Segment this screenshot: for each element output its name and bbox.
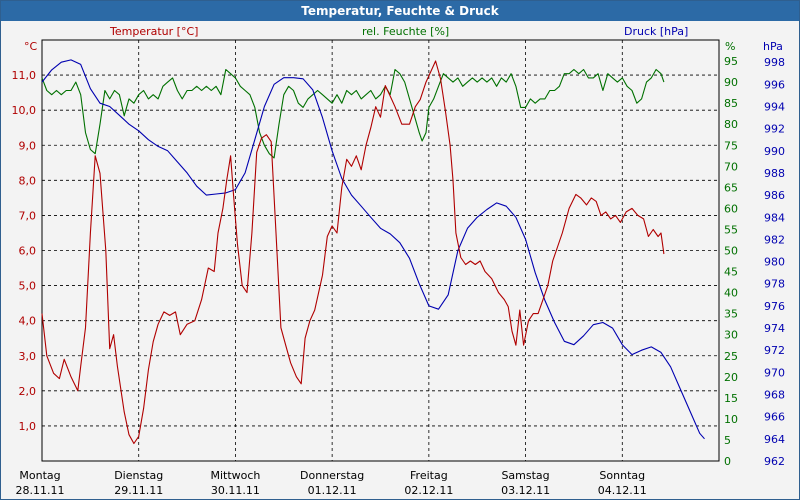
pressure-axis-title: Druck [hPa]	[624, 25, 688, 38]
humidity-tick-label: 0	[724, 455, 731, 468]
pressure-tick-label: 988	[764, 167, 785, 180]
temperature-tick-label: 9,0	[19, 139, 37, 152]
pressure-tick-label: 998	[764, 56, 785, 69]
humidity-tick-label: 10	[724, 413, 738, 426]
pressure-tick-label: 994	[764, 100, 785, 113]
x-tick-day: Sonntag	[599, 469, 645, 482]
pressure-unit-label: hPa	[763, 40, 783, 53]
pressure-tick-label: 968	[764, 389, 785, 402]
chart-title: Temperatur, Feuchte & Druck	[1, 1, 799, 21]
grid	[42, 40, 719, 461]
x-tick-day: Donnerstag	[300, 469, 364, 482]
pressure-tick-label: 996	[764, 78, 785, 91]
axis-ticks: 1,0 2,0 3,0 4,0 5,0 6,0 7,0 8,0 9,0 10,0 11,0 0 5 10 1…	[12, 55, 786, 497]
pressure-tick-label: 986	[764, 189, 785, 202]
x-tick-day: Montag	[19, 469, 60, 482]
humidity-tick-label: 40	[724, 287, 738, 300]
temperature-tick-label: 8,0	[19, 174, 37, 187]
humidity-tick-label: 5	[724, 434, 731, 447]
temperature-tick-label: 3,0	[19, 350, 37, 363]
humidity-tick-label: 65	[724, 181, 738, 194]
pressure-tick-label: 978	[764, 278, 785, 291]
humidity-tick-label: 55	[724, 223, 738, 236]
pressure-tick-label: 964	[764, 433, 785, 446]
pressure-tick-label: 984	[764, 211, 785, 224]
humidity-tick-label: 60	[724, 202, 738, 215]
series-line-temperature	[41, 60, 665, 445]
x-tick-date: 02.12.11	[404, 484, 453, 497]
humidity-tick-label: 75	[724, 139, 738, 152]
x-tick-date: 29.11.11	[114, 484, 163, 497]
temperature-tick-label: 6,0	[19, 245, 37, 258]
humidity-tick-label: 15	[724, 392, 738, 405]
pressure-tick-label: 990	[764, 145, 785, 158]
x-tick-day: Dienstag	[114, 469, 163, 482]
pressure-tick-label: 976	[764, 300, 785, 313]
temperature-tick-label: 5,0	[19, 280, 37, 293]
series-line-pressure	[41, 59, 705, 440]
x-tick-day: Samstag	[501, 469, 549, 482]
temperature-tick-label: 7,0	[19, 209, 37, 222]
humidity-tick-label: 85	[724, 97, 738, 110]
pressure-tick-label: 974	[764, 322, 785, 335]
pressure-tick-label: 992	[764, 123, 785, 136]
pressure-tick-label: 982	[764, 233, 785, 246]
humidity-unit-label: %	[725, 40, 735, 53]
humidity-tick-label: 95	[724, 55, 738, 68]
humidity-tick-label: 50	[724, 245, 738, 258]
x-tick-date: 01.12.11	[308, 484, 357, 497]
temperature-tick-label: 1,0	[19, 420, 37, 433]
humidity-axis-title: rel. Feuchte [%]	[362, 25, 449, 38]
humidity-tick-label: 30	[724, 329, 738, 342]
data-lines	[41, 59, 705, 445]
humidity-tick-label: 80	[724, 118, 738, 131]
x-tick-date: 30.11.11	[211, 484, 260, 497]
x-tick-day: Mittwoch	[210, 469, 260, 482]
humidity-tick-label: 90	[724, 76, 738, 89]
temperature-tick-label: 4,0	[19, 315, 37, 328]
temperature-unit-label: °C	[24, 40, 38, 53]
humidity-tick-label: 35	[724, 308, 738, 321]
x-tick-day: Freitag	[410, 469, 448, 482]
temperature-tick-label: 2,0	[19, 385, 37, 398]
x-tick-date: 28.11.11	[16, 484, 65, 497]
axis-labels: Temperatur [°C] rel. Feuchte [%] Druck […	[24, 25, 783, 53]
humidity-tick-label: 45	[724, 266, 738, 279]
pressure-tick-label: 962	[764, 455, 785, 468]
humidity-tick-label: 70	[724, 160, 738, 173]
pressure-tick-label: 970	[764, 366, 785, 379]
series-line-humidity	[41, 68, 665, 159]
temperature-tick-label: 10,0	[12, 104, 37, 117]
pressure-tick-label: 980	[764, 256, 785, 269]
temperature-tick-label: 11,0	[12, 69, 37, 82]
temperature-axis-title: Temperatur [°C]	[109, 25, 198, 38]
pressure-tick-label: 972	[764, 344, 785, 357]
humidity-tick-label: 25	[724, 350, 738, 363]
x-tick-date: 04.12.11	[598, 484, 647, 497]
humidity-tick-label: 20	[724, 371, 738, 384]
x-tick-date: 03.12.11	[501, 484, 550, 497]
pressure-tick-label: 966	[764, 411, 785, 424]
